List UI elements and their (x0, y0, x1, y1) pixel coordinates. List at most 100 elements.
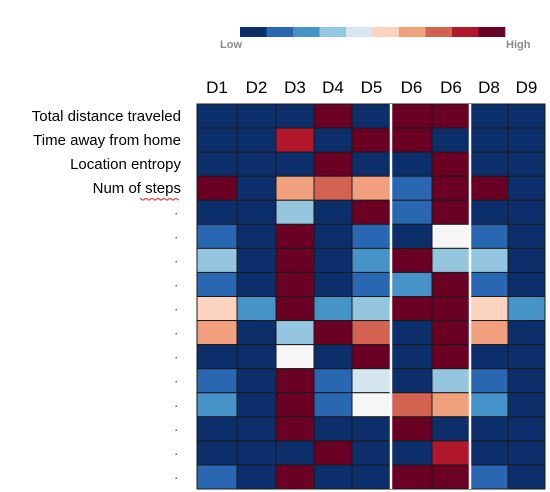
heatmap-cell (275, 247, 315, 273)
heatmap-cell (313, 175, 353, 201)
heatmap-cell (469, 368, 509, 394)
heatmap-cell (351, 127, 392, 153)
colorbar-swatch (478, 27, 506, 37)
heatmap-cell (275, 127, 315, 153)
heatmap-cell (431, 416, 471, 442)
colorbar-swatch (425, 27, 453, 37)
heatmap-cell (351, 320, 392, 346)
heatmap-cell (351, 464, 392, 490)
heatmap-cell (196, 464, 238, 490)
heatmap-cell (469, 416, 509, 442)
heatmap-cell (390, 416, 433, 442)
heatmap-cell (196, 368, 238, 394)
row-label: Location entropy (70, 156, 181, 173)
heatmap-cell (351, 271, 392, 298)
heatmap-cell (469, 103, 509, 129)
heatmap-cell (351, 344, 392, 370)
heatmap-cell (275, 344, 315, 370)
colorbar-high-label: High (506, 39, 531, 51)
colorbar-swatch (319, 27, 347, 37)
heatmap-cell (469, 320, 509, 346)
heatmap-cell (431, 296, 471, 322)
heatmap-cell (390, 296, 433, 322)
heatmap-cell (351, 416, 392, 442)
row-label: Total distance traveled (32, 108, 181, 125)
heatmap-cell (236, 320, 277, 346)
heatmap-cell (351, 223, 392, 249)
heatmap-cell (351, 296, 392, 322)
colorbar-swatch (293, 27, 320, 37)
heatmap-cell (390, 175, 433, 201)
heatmap-cell (351, 199, 392, 225)
heatmap-cell (351, 392, 392, 418)
heatmap-cell (275, 368, 315, 394)
heatmap-cell (390, 344, 433, 370)
heatmap-cell (313, 344, 353, 370)
heatmap-cell (236, 175, 277, 201)
row-label: . (174, 250, 178, 265)
heatmap-cell (196, 416, 238, 442)
heatmap-cell (431, 151, 471, 177)
heatmap-cell (507, 199, 546, 225)
colorbar (240, 27, 506, 37)
heatmap-cell (351, 175, 392, 201)
heatmap-cell (507, 344, 546, 370)
heatmap-cell (313, 127, 353, 153)
heatmap-cell (236, 271, 277, 298)
heatmap-cell (431, 223, 471, 249)
row-label: . (174, 467, 178, 482)
heatmap-cell (431, 175, 471, 201)
heatmap-cell (507, 368, 546, 394)
heatmap-cell (469, 392, 509, 418)
row-label: . (174, 299, 178, 314)
heatmap-cell (351, 103, 392, 129)
heatmap-cell (431, 464, 471, 490)
heatmap-cell (196, 127, 238, 153)
heatmap-cell (196, 392, 238, 418)
column-label: D5 (361, 78, 383, 97)
heatmap-cell (507, 247, 546, 273)
heatmap-cell (507, 271, 546, 298)
heatmap-cell (469, 199, 509, 225)
heatmap-cell (236, 368, 277, 394)
heatmap-cell (275, 103, 315, 129)
heatmap-cell (275, 440, 315, 466)
heatmap-cell (313, 271, 353, 298)
column-label: D4 (322, 78, 344, 97)
heatmap-cell (390, 127, 433, 153)
heatmap-cell (390, 271, 433, 298)
heatmap-cell (196, 151, 238, 177)
heatmap-cell (431, 199, 471, 225)
colorbar-low-label: Low (220, 39, 242, 51)
heatmap-cell (275, 175, 315, 201)
heatmap-cell (313, 247, 353, 273)
heatmap-cell (313, 416, 353, 442)
column-label: D6 (440, 78, 462, 97)
heatmap-cell (507, 296, 546, 322)
heatmap-cell (507, 175, 546, 201)
heatmap-cell (431, 320, 471, 346)
heatmap-cell (469, 127, 509, 153)
heatmap-cell (507, 392, 546, 418)
row-label: . (174, 275, 178, 290)
row-label: . (174, 202, 178, 217)
colorbar-swatch (452, 27, 479, 37)
heatmap-cell (431, 271, 471, 298)
heatmap-cells (196, 103, 546, 490)
heatmap-cell (313, 320, 353, 346)
heatmap-cell (196, 440, 238, 466)
row-label: . (174, 395, 178, 410)
colorbar-swatch (346, 27, 373, 37)
column-label: D1 (206, 78, 228, 97)
row-label: . (174, 226, 178, 241)
heatmap-cell (196, 271, 238, 298)
heatmap-cell (196, 320, 238, 346)
heatmap-cell (390, 320, 433, 346)
heatmap-cell (390, 392, 433, 418)
heatmap-cell (196, 175, 238, 201)
heatmap-cell (390, 151, 433, 177)
heatmap-cell (390, 103, 433, 129)
heatmap-cell (507, 320, 546, 346)
heatmap-cell (507, 223, 546, 249)
